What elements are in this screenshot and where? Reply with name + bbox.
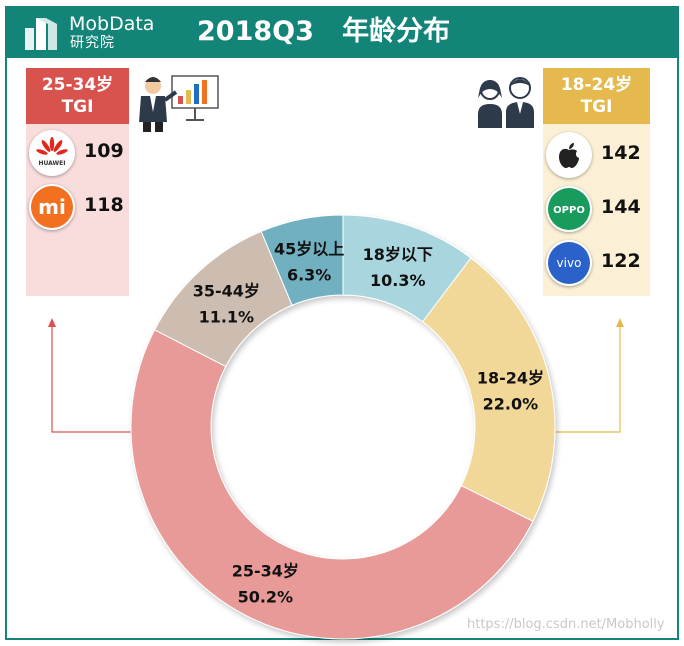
right-heading-age: 18-24岁 bbox=[560, 75, 633, 95]
slice-value-label-3: 11.1% bbox=[199, 308, 255, 327]
apple-logo-icon bbox=[546, 132, 592, 178]
xiaomi-logo-text: mi bbox=[38, 195, 66, 219]
left-panel-heading: 25-34岁 TGI bbox=[26, 68, 129, 124]
watermark-text: https://blog.csdn.net/Mobholly bbox=[467, 617, 665, 632]
brand-subtitle: 研究院 bbox=[70, 35, 115, 51]
oppo-tgi-value: 144 bbox=[601, 196, 641, 218]
mobdata-logo-icon bbox=[25, 18, 57, 50]
slice-category-label-0: 18岁以下 bbox=[363, 245, 433, 264]
apple-tgi-value: 142 bbox=[601, 142, 641, 164]
vivo-tgi-value: 122 bbox=[601, 250, 641, 272]
brand-name: MobData bbox=[69, 13, 155, 35]
left-heading-age: 25-34岁 bbox=[41, 75, 114, 95]
huawei-tgi-value: 109 bbox=[84, 140, 124, 162]
vivo-logo-text: vivo bbox=[557, 256, 582, 270]
huawei-logo-text: HUAWEI bbox=[38, 160, 65, 167]
slice-value-label-4: 6.3% bbox=[287, 265, 331, 284]
right-panel-heading: 18-24岁 TGI bbox=[543, 68, 650, 124]
brand-row-apple: 142 bbox=[543, 130, 650, 180]
slice-value-label-1: 22.0% bbox=[483, 395, 539, 414]
right-connector-arrow bbox=[556, 318, 624, 433]
slice-category-label-1: 18-24岁 bbox=[477, 369, 544, 388]
presenter-illustration-icon bbox=[139, 75, 219, 132]
oppo-logo-text: OPPO bbox=[553, 205, 585, 216]
left-connector-arrow bbox=[48, 318, 132, 433]
right-heading-tgi: TGI bbox=[580, 97, 613, 117]
brand-row-oppo: OPPO 144 bbox=[543, 184, 650, 234]
donut-labels: 18岁以下 10.3% 18-24岁 22.0% 25-34岁 50.2% 35-44岁 11… bbox=[193, 239, 544, 606]
slice-value-label-0: 10.3% bbox=[370, 271, 426, 290]
header-bar: MobData 研究院 2018Q3 年龄分布 bbox=[7, 8, 677, 58]
vivo-logo-icon: vivo bbox=[546, 240, 592, 286]
xiaomi-logo-icon: mi bbox=[29, 184, 75, 230]
page-title: 2018Q3 年龄分布 bbox=[197, 16, 451, 47]
donut-slice-1 bbox=[421, 257, 556, 522]
huawei-logo-icon: HUAWEI bbox=[29, 130, 75, 176]
brand-row-vivo: vivo 122 bbox=[543, 238, 650, 288]
slice-category-label-4: 45岁以上 bbox=[274, 239, 344, 258]
slice-category-label-3: 35-44岁 bbox=[193, 282, 260, 301]
xiaomi-tgi-value: 118 bbox=[84, 194, 124, 216]
donut-segments bbox=[130, 214, 556, 640]
donut-slice-2 bbox=[130, 329, 534, 640]
right-tgi-panel: 18-24岁 TGI 142 OPPO 144 vivo 122 bbox=[543, 68, 650, 296]
brand-row-xiaomi: mi 118 bbox=[26, 182, 129, 232]
donut-slice-4 bbox=[260, 214, 344, 306]
slice-category-label-2: 25-34岁 bbox=[232, 561, 299, 580]
brand-row-huawei: HUAWEI 109 bbox=[26, 128, 129, 178]
oppo-logo-icon: OPPO bbox=[546, 186, 592, 232]
left-tgi-panel: 25-34岁 TGI HUAWEI 109 mi 118 bbox=[26, 68, 129, 296]
slice-value-label-2: 50.2% bbox=[238, 587, 294, 606]
young-people-illustration-icon bbox=[478, 77, 534, 128]
left-heading-tgi: TGI bbox=[61, 97, 94, 117]
